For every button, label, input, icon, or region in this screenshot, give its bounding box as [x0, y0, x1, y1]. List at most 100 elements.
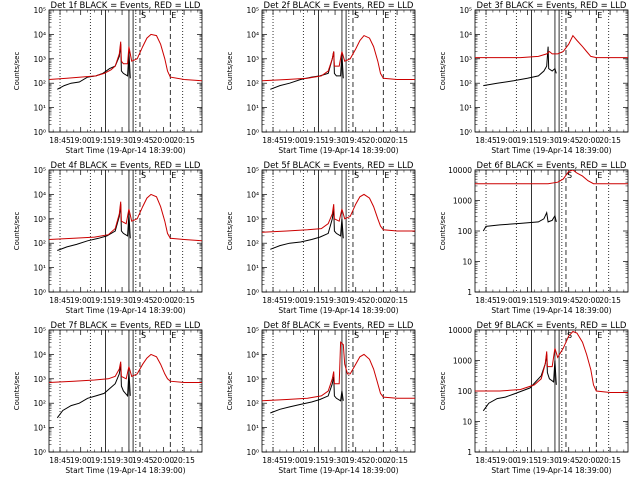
y-tick-label: 10¹	[33, 424, 46, 433]
y-tick-label: 10⁴	[246, 350, 259, 359]
plot-frame	[474, 169, 629, 293]
x-tick-label: 20:15	[173, 136, 195, 145]
plot-frame	[474, 9, 629, 133]
y-tick-label: 10⁴	[33, 190, 46, 199]
marker-e: E	[384, 11, 389, 20]
x-tick-label: 20:00	[579, 136, 601, 145]
series-lld-line	[262, 341, 415, 402]
series-lld-line	[262, 34, 415, 82]
x-tick-label: 20:00	[579, 456, 601, 465]
x-tick-label: 19:45	[345, 296, 367, 305]
x-tick-label: 20:00	[153, 296, 175, 305]
x-tick-label: 19:30	[111, 296, 133, 305]
y-tick-label: 10⁵	[459, 6, 472, 15]
x-tick-label: 19:15	[517, 296, 539, 305]
x-tick-label: 19:45	[132, 136, 154, 145]
x-axis-label: Start Time (19-Apr-14 18:39:00)	[491, 466, 611, 475]
panel-det-9: Det 9f BLACK = Events, RED = LLD 1 10 100 10…	[439, 321, 629, 475]
y-tick-label: 10⁴	[33, 30, 46, 39]
y-tick-label: 10⁴	[246, 30, 259, 39]
marker-e: E	[597, 331, 602, 340]
marker-e: E	[384, 171, 389, 180]
y-tick-label: 10	[462, 418, 472, 427]
x-tick-label: 19:30	[111, 136, 133, 145]
x-tick-label: 18:45	[475, 136, 497, 145]
plot-frame	[48, 9, 203, 133]
y-tick-label: 10⁴	[459, 30, 472, 39]
y-tick-label: 10⁵	[33, 6, 46, 15]
y-axis-label: Counts/sec	[13, 372, 21, 411]
x-axis-label: Start Time (19-Apr-14 18:39:00)	[65, 146, 185, 155]
x-tick-label: 19:00	[70, 456, 92, 465]
marker-e: E	[597, 171, 602, 180]
panel-title: Det 7f BLACK = Events, RED = LLD	[51, 321, 201, 331]
y-axis-label: Counts/sec	[439, 52, 447, 91]
marker-s: S	[354, 171, 359, 180]
marker-e: E	[171, 331, 176, 340]
y-axis-label: Counts/sec	[13, 52, 21, 91]
x-tick-label: 18:45	[262, 136, 284, 145]
x-tick-label: 19:00	[496, 296, 518, 305]
y-tick-label: 10⁰	[246, 288, 259, 297]
y-tick-label: 10²	[33, 79, 46, 88]
panel-title: Det 6f BLACK = Events, RED = LLD	[477, 161, 627, 171]
series-events-line	[483, 46, 557, 87]
y-axis-label: Counts/sec	[13, 212, 21, 251]
x-tick-label: 20:15	[599, 296, 621, 305]
marker-s: S	[567, 171, 572, 180]
panel-det-7: Det 7f BLACK = Events, RED = LLD 10⁰ 10¹ 10…	[13, 321, 203, 475]
y-tick-label: 10⁰	[33, 288, 46, 297]
x-tick-label: 20:15	[386, 136, 408, 145]
y-tick-label: 10⁵	[33, 166, 46, 175]
x-tick-label: 19:15	[91, 136, 113, 145]
series-events-line	[57, 44, 131, 90]
y-tick-label: 10³	[246, 375, 259, 384]
marker-e: E	[171, 11, 176, 20]
x-tick-label: 18:45	[49, 456, 71, 465]
x-tick-label: 18:45	[262, 296, 284, 305]
x-tick-label: 18:45	[475, 296, 497, 305]
y-tick-label: 10⁰	[33, 448, 46, 457]
y-tick-label: 10¹	[33, 104, 46, 113]
panel-title: Det 5f BLACK = Events, RED = LLD	[264, 161, 414, 171]
x-tick-label: 19:00	[283, 136, 305, 145]
y-tick-label: 1000	[453, 357, 472, 366]
panel-det-1: Det 1f BLACK = Events, RED = LLD 10⁰ 10¹ 10…	[13, 1, 203, 155]
plot-frame	[261, 329, 416, 453]
series-events-line	[56, 364, 131, 419]
marker-s: S	[354, 331, 359, 340]
y-tick-label: 10³	[33, 215, 46, 224]
x-tick-label: 20:00	[579, 296, 601, 305]
x-tick-label: 19:15	[91, 456, 113, 465]
x-axis-label: Start Time (19-Apr-14 18:39:00)	[278, 466, 398, 475]
x-tick-label: 19:15	[517, 136, 539, 145]
plot-frame	[261, 9, 416, 133]
y-axis-label: Counts/sec	[226, 52, 234, 91]
x-axis-label: Start Time (19-Apr-14 18:39:00)	[491, 306, 611, 315]
panel-det-5: Det 5f BLACK = Events, RED = LLD 10⁰ 10¹ 10…	[226, 161, 416, 315]
x-tick-label: 19:45	[132, 456, 154, 465]
y-tick-label: 10000	[448, 166, 472, 175]
y-axis-label: Counts/sec	[226, 372, 234, 411]
x-tick-label: 20:00	[153, 456, 175, 465]
x-tick-label: 20:00	[153, 136, 175, 145]
y-tick-label: 10⁰	[246, 448, 259, 457]
x-tick-label: 19:45	[558, 136, 580, 145]
x-tick-label: 19:45	[558, 296, 580, 305]
y-tick-label: 100	[458, 227, 473, 236]
panel-det-3: Det 3f BLACK = Events, RED = LLD 10⁰ 10¹ 10…	[439, 1, 629, 155]
plot-frame	[48, 329, 203, 453]
x-tick-label: 19:00	[70, 296, 92, 305]
x-tick-label: 19:15	[91, 296, 113, 305]
y-tick-label: 10²	[33, 239, 46, 248]
x-tick-label: 19:00	[283, 296, 305, 305]
x-tick-label: 20:00	[366, 136, 388, 145]
x-tick-label: 19:15	[304, 136, 326, 145]
plot-frame	[48, 169, 203, 293]
panel-title: Det 9f BLACK = Events, RED = LLD	[477, 321, 627, 331]
marker-e: E	[384, 331, 389, 340]
series-events-line	[57, 204, 131, 251]
series-lld-line	[49, 193, 202, 242]
y-axis-label: Counts/sec	[226, 212, 234, 251]
